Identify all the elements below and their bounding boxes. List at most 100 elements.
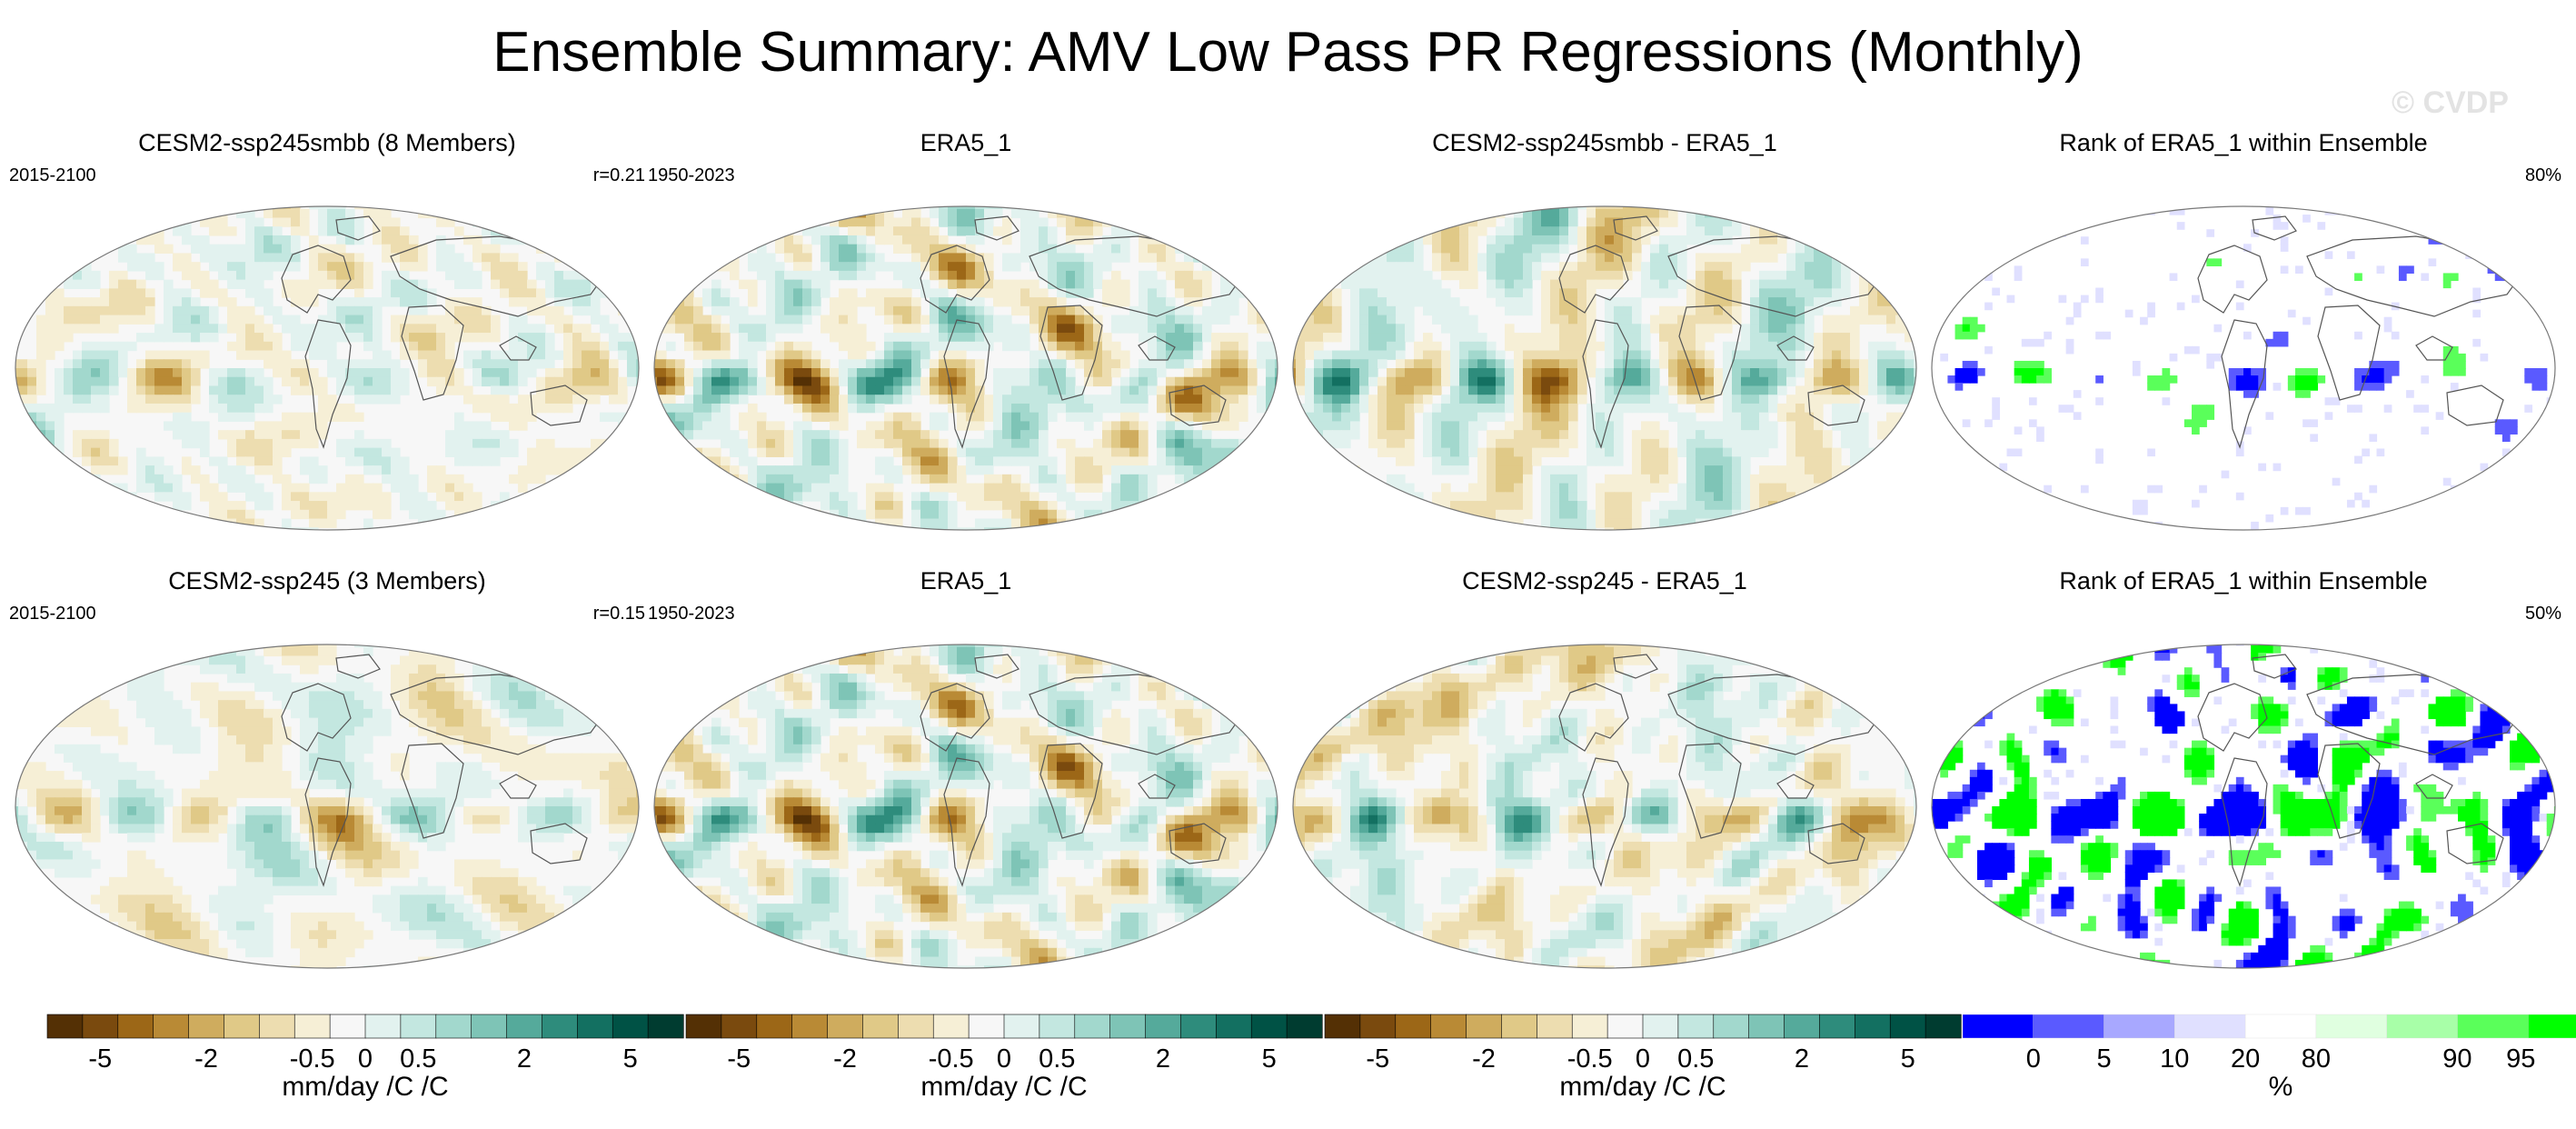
map-cell xyxy=(1002,509,1012,520)
map-cell xyxy=(1696,253,1706,263)
map-cell xyxy=(254,492,264,502)
map-cell xyxy=(1468,235,1478,245)
map-cell xyxy=(1002,324,1012,334)
map-cell xyxy=(1084,359,1094,369)
map-cell xyxy=(373,305,383,316)
map-cell xyxy=(109,501,119,511)
map-cell xyxy=(1238,270,1248,281)
map-cell xyxy=(975,341,985,352)
map-cell xyxy=(582,288,592,298)
map-cell xyxy=(618,447,628,457)
map-cell xyxy=(1523,226,1533,236)
map-cell xyxy=(382,368,392,378)
map-cell xyxy=(409,315,419,325)
map-cell xyxy=(536,359,546,369)
map-cell xyxy=(1441,208,1451,219)
map-cell xyxy=(609,412,619,423)
map-cell xyxy=(702,527,712,530)
map-cell xyxy=(191,474,201,485)
map-cell xyxy=(1184,483,1194,493)
map-cell xyxy=(1477,253,1487,263)
map-cell xyxy=(793,279,803,289)
map-cell xyxy=(273,341,283,352)
map-cell xyxy=(463,333,473,343)
map-cell xyxy=(802,456,812,466)
map-cell xyxy=(1057,305,1067,316)
map-cell xyxy=(902,244,912,255)
map-cell xyxy=(930,385,940,395)
map-cell xyxy=(82,208,92,219)
map-cell xyxy=(454,368,464,378)
map-cell xyxy=(1368,206,1378,210)
map-cell xyxy=(830,235,840,245)
map-cell xyxy=(200,333,210,343)
map-cell xyxy=(1368,279,1378,289)
map-cell xyxy=(1211,217,1221,227)
map-cell xyxy=(1659,305,1669,316)
map-cell xyxy=(1523,288,1533,298)
map-cell xyxy=(875,235,885,245)
map-cell xyxy=(1048,368,1058,378)
map-cell xyxy=(1248,270,1258,281)
map-cell xyxy=(518,208,528,219)
map-cell xyxy=(711,324,721,334)
map-cell xyxy=(1157,226,1167,236)
map-cell xyxy=(27,492,37,502)
map-cell xyxy=(975,465,985,475)
map-cell xyxy=(118,270,128,281)
map-cell xyxy=(491,412,501,423)
map-cell xyxy=(654,270,658,281)
map-cell xyxy=(1266,297,1276,307)
robinson-map xyxy=(15,205,640,531)
map-cell xyxy=(1414,288,1424,298)
map-cell xyxy=(1257,341,1267,352)
map-cell xyxy=(721,333,731,343)
map-cell xyxy=(1759,333,1769,343)
map-cell xyxy=(666,465,676,475)
map-cell xyxy=(336,403,346,414)
map-cell xyxy=(1568,279,1578,289)
map-cell xyxy=(391,226,401,236)
map-cell xyxy=(64,333,74,343)
map-cell xyxy=(793,324,803,334)
map-cell xyxy=(536,403,546,414)
map-cell xyxy=(1468,350,1478,360)
map-cell xyxy=(591,368,601,378)
map-cell xyxy=(1293,270,1297,281)
map-cell xyxy=(1768,315,1778,325)
map-cell xyxy=(893,501,903,511)
map-cell xyxy=(445,501,455,511)
map-cell xyxy=(839,324,849,334)
map-cell xyxy=(572,368,582,378)
map-cell xyxy=(572,333,582,343)
map-cell xyxy=(518,297,528,307)
map-cell xyxy=(245,509,255,520)
map-cell xyxy=(518,403,528,414)
map-cell xyxy=(509,208,519,219)
map-cell xyxy=(1248,217,1258,227)
map-cell xyxy=(509,270,519,281)
map-cell xyxy=(748,509,758,520)
map-cell xyxy=(802,288,812,298)
map-cell xyxy=(1238,288,1248,298)
map-cell xyxy=(1459,324,1469,334)
map-cell xyxy=(975,368,985,378)
map-cell xyxy=(463,421,473,431)
map-cell xyxy=(1202,474,1212,485)
map-cell xyxy=(730,244,740,255)
map-cell xyxy=(373,217,383,227)
map-cell xyxy=(1432,341,1442,352)
map-cell xyxy=(920,509,930,520)
map-cell xyxy=(1886,297,1896,307)
map-cell xyxy=(748,279,758,289)
map-cell xyxy=(636,270,639,281)
map-cell xyxy=(911,474,921,485)
map-cell xyxy=(1193,350,1203,360)
map-cell xyxy=(1496,253,1506,263)
map-cell xyxy=(582,509,592,520)
map-cell xyxy=(1257,315,1267,325)
map-cell xyxy=(1886,324,1896,334)
map-cell xyxy=(282,492,292,502)
map-cell xyxy=(1075,447,1085,457)
map-cell xyxy=(1387,270,1397,281)
